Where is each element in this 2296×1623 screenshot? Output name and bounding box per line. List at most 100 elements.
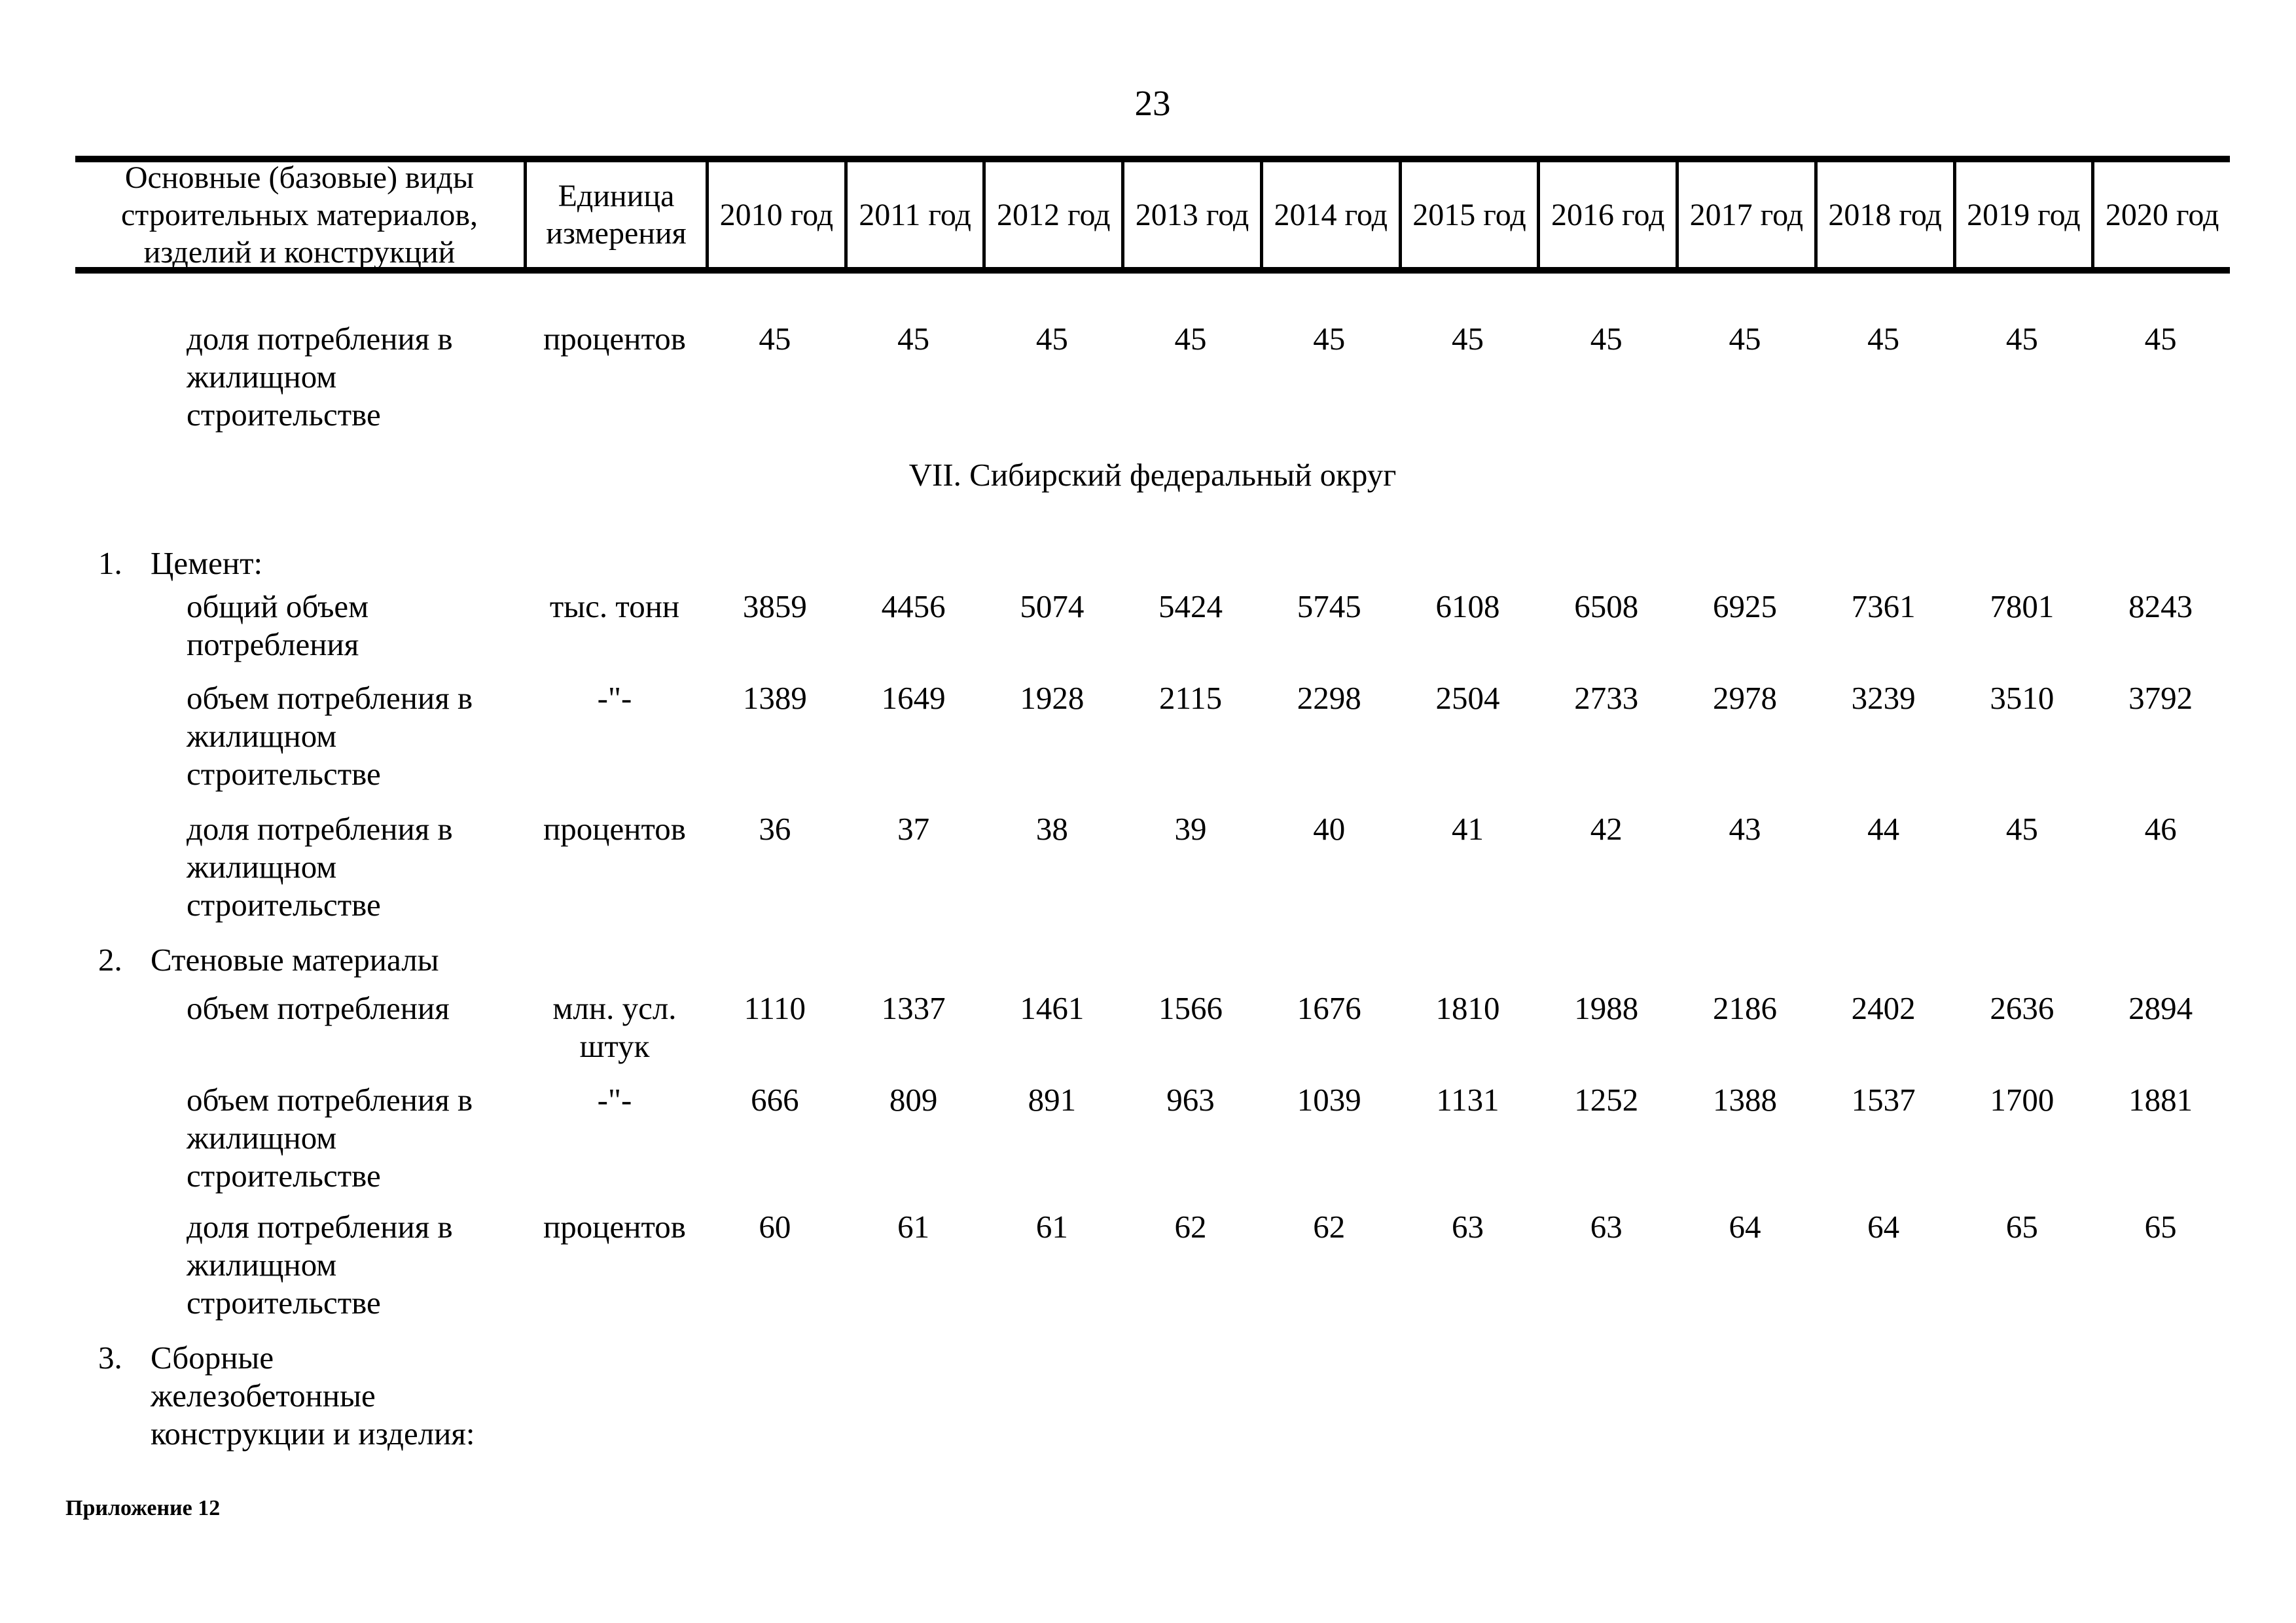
year-header-cell: 2018 год — [1814, 162, 1953, 267]
row-value: 60 — [759, 1209, 791, 1245]
table-row: доля потребления в жилищном строительств… — [75, 810, 2230, 924]
row-value: 1700 — [1990, 1082, 2054, 1118]
row-value: 809 — [889, 1082, 938, 1118]
row-value: 45 — [1590, 321, 1623, 357]
row-value: 45 — [1035, 321, 1068, 357]
row-value: 2298 — [1297, 680, 1361, 716]
row-value: 2894 — [2128, 990, 2193, 1026]
row-unit: -"- — [597, 680, 632, 716]
row-value: 1881 — [2128, 1082, 2193, 1118]
row-value: 1649 — [881, 680, 946, 716]
row-label: объем потребления в жилищном строительст… — [187, 1082, 473, 1194]
row-value: 42 — [1590, 811, 1623, 847]
year-header-cell: 2012 год — [982, 162, 1121, 267]
table-header-row: Основные (базовые) виды строительных мат… — [75, 156, 2230, 274]
row-value: 38 — [1035, 811, 1068, 847]
table-row: доля потребления в жилищном строительств… — [75, 1208, 2230, 1322]
row-label: доля потребления в жилищном строительств… — [187, 811, 453, 923]
row-value: 1389 — [742, 680, 807, 716]
item-number: 2. — [98, 942, 122, 978]
row-value: 963 — [1166, 1082, 1215, 1118]
row-value: 1461 — [1020, 990, 1085, 1026]
row-unit: -"- — [597, 1082, 632, 1118]
table-row: объем потребления в жилищном строительст… — [75, 679, 2230, 793]
row-value: 2636 — [1990, 990, 2054, 1026]
row-value: 2978 — [1712, 680, 1777, 716]
item-label: Стеновые материалы — [151, 942, 439, 978]
row-value: 2504 — [1435, 680, 1500, 716]
item-number: 3. — [98, 1340, 122, 1376]
row-value: 45 — [2005, 811, 2038, 847]
row-value: 5424 — [1158, 588, 1223, 624]
section-heading: VII. Сибирский федеральный округ — [908, 457, 1397, 493]
year-header-cell: 2014 год — [1259, 162, 1399, 267]
row-value: 1131 — [1436, 1082, 1499, 1118]
row-value: 3510 — [1990, 680, 2054, 716]
row-value: 1537 — [1851, 1082, 1916, 1118]
row-value: 41 — [1451, 811, 1484, 847]
unit-column-header: Единица измерения — [524, 162, 706, 267]
row-label: доля потребления в жилищном строительств… — [187, 321, 453, 433]
row-value: 40 — [1313, 811, 1346, 847]
row-label: объем потребления — [187, 990, 450, 1026]
row-value: 45 — [1174, 321, 1207, 357]
row-value: 3859 — [742, 588, 807, 624]
row-value: 45 — [1867, 321, 1900, 357]
item-row: 1. Цемент: — [75, 544, 2230, 582]
row-value: 1252 — [1574, 1082, 1639, 1118]
row-value: 4456 — [881, 588, 946, 624]
footer-note: Приложение 12 — [65, 1496, 221, 1520]
item-label: Цемент: — [151, 545, 263, 581]
year-header-cell: 2013 год — [1121, 162, 1260, 267]
row-value: 45 — [2144, 321, 2177, 357]
table-row: доля потребления в жилищном строительств… — [75, 320, 2230, 434]
table-row: общий объем потребления тыс. тонн 3859 4456… — [75, 588, 2230, 664]
row-value: 43 — [1729, 811, 1761, 847]
year-header-cell: 2019 год — [1952, 162, 2092, 267]
row-value: 44 — [1867, 811, 1900, 847]
year-header-cell: 2020 год — [2091, 162, 2230, 267]
row-value: 2402 — [1851, 990, 1916, 1026]
row-value: 39 — [1174, 811, 1207, 847]
row-value: 1676 — [1297, 990, 1361, 1026]
row-value: 61 — [897, 1209, 930, 1245]
row-value: 36 — [759, 811, 791, 847]
materials-column-header: Основные (базовые) виды строительных мат… — [120, 162, 478, 267]
row-value: 1110 — [744, 990, 806, 1026]
row-value: 65 — [2144, 1209, 2177, 1245]
item-label: Сборные железобетонные конструкции и изд… — [151, 1340, 475, 1452]
row-value: 1388 — [1712, 1082, 1777, 1118]
row-value: 1928 — [1020, 680, 1085, 716]
row-value: 62 — [1313, 1209, 1346, 1245]
row-value: 45 — [1313, 321, 1346, 357]
year-header-cell: 2016 год — [1537, 162, 1676, 267]
row-unit: тыс. тонн — [549, 588, 680, 624]
row-value: 6925 — [1712, 588, 1777, 624]
page-number: 23 — [1134, 83, 1171, 123]
year-header-cell: 2010 год — [706, 162, 844, 267]
row-value: 63 — [1590, 1209, 1623, 1245]
materials-table: Основные (базовые) виды строительных мат… — [75, 156, 2230, 1453]
row-label: объем потребления в жилищном строительст… — [187, 680, 473, 792]
table-body: доля потребления в жилищном строительств… — [75, 320, 2230, 1453]
year-header-cell: 2015 год — [1398, 162, 1537, 267]
row-value: 5074 — [1020, 588, 1085, 624]
row-value: 1039 — [1297, 1082, 1361, 1118]
row-value: 7801 — [1990, 588, 2054, 624]
row-unit: млн. усл. штук — [552, 990, 677, 1064]
row-value: 666 — [751, 1082, 799, 1118]
row-value: 1566 — [1158, 990, 1223, 1026]
row-value: 2115 — [1158, 680, 1223, 716]
row-value: 37 — [897, 811, 930, 847]
row-value: 1337 — [881, 990, 946, 1026]
item-row: 3. Сборные железобетонные конструкции и и… — [75, 1339, 2230, 1453]
row-value: 8243 — [2128, 588, 2193, 624]
row-value: 45 — [2005, 321, 2038, 357]
row-value: 45 — [1451, 321, 1484, 357]
row-value: 45 — [897, 321, 930, 357]
row-value: 64 — [1867, 1209, 1900, 1245]
year-header-cell: 2017 год — [1676, 162, 1814, 267]
item-number: 1. — [98, 545, 122, 581]
year-header-cell: 2011 год — [844, 162, 983, 267]
